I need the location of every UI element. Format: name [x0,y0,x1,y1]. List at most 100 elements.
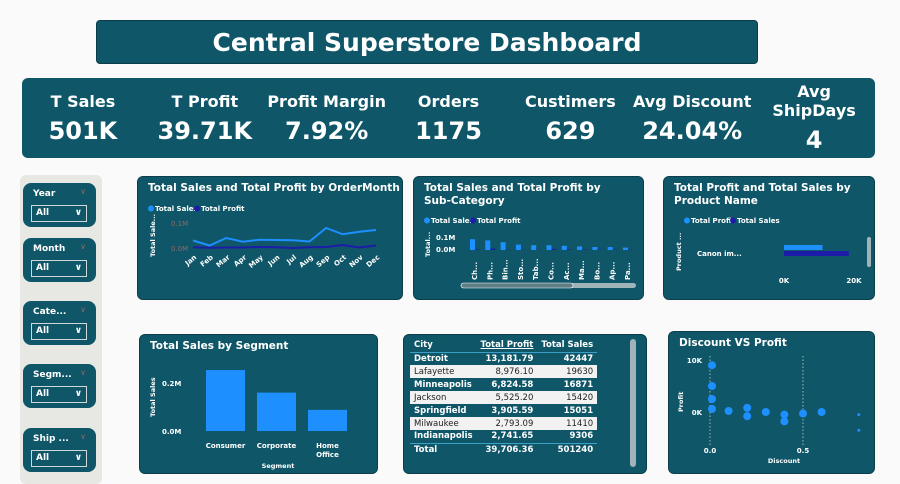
sales-bar [500,242,506,250]
legend-marker [424,217,430,224]
scatter-point [780,417,789,426]
table-scrollbar[interactable] [630,339,636,467]
table-row[interactable]: Lafayette 8,976.10 19630 [410,365,598,378]
slicer-4: Ship ... ∨ All ∨ [23,428,96,472]
column-header[interactable]: Total Profit [480,340,534,351]
kpi-card: Avg ShipDays 4 [753,78,875,158]
sales-bar [784,251,849,256]
table-row[interactable]: Indianapolis 2,741.65 9306 [410,430,597,443]
profit-bar [490,248,496,250]
kpi-card: T Sales 501K [22,78,144,158]
slicer-dropdown[interactable]: All ∨ [31,386,87,403]
table-cell: 3,905.59 [491,405,534,416]
segment-bar [257,392,296,431]
dropdown-value: All [36,208,50,218]
kpi-card: T Profit 39.71K [144,78,266,158]
table-row[interactable]: Milwaukee 2,793.09 11410 [410,417,598,430]
chevron-down-icon[interactable]: ∨ [80,187,86,196]
column-header[interactable]: City [414,340,433,351]
city-table: City Total Profit Total Sales Detroit 13,181… [403,334,647,474]
scatter-point [857,428,861,432]
kpi-value: 39.71K [157,116,253,145]
slicer-panel: Year ∨ All ∨ Month ∨ All ∨ Cate... ∨ All ∨ Segm... ∨ A… [20,175,102,484]
chevron-down-icon[interactable]: ∨ [80,368,86,377]
kpi-value: 4 [805,126,823,154]
total-cell: Total [414,444,438,455]
scatter-point [708,404,716,413]
kpi-value: 629 [545,116,596,145]
table-cell: 5,525.20 [495,392,534,403]
x-tick-label: May [247,253,265,270]
x-tick-label: Dec [365,253,381,269]
profit-bar [551,248,557,250]
x-tick-label: Apr [232,253,248,268]
table-row[interactable]: Minneapolis 6,824.58 16871 [410,378,597,391]
chevron-down-icon: ∨ [74,208,82,218]
chevron-down-icon[interactable]: ∨ [80,242,86,251]
slicer-dropdown[interactable]: All ∨ [31,260,87,277]
sales-profit-by-subcategory-chart: Total Sales and Total Profit by Sub-Cate… [413,176,644,300]
table-cell: Indianapolis [414,431,473,442]
table-cell: 15051 [563,405,594,416]
slicer-label: Ship ... [33,434,69,444]
chart-title: Total Sales by Segment [150,340,289,352]
chevron-down-icon: ∨ [74,326,82,336]
column-header[interactable]: Total Sales [541,340,594,351]
dropdown-value: All [36,326,50,336]
legend-label: Total Profit [691,217,735,225]
x-tick-label: 20K [846,277,862,285]
x-tick-label: Ph... [486,262,494,280]
kpi-card: Profit Margin 7.92% [266,78,388,158]
chevron-down-icon: ∨ [74,389,82,399]
x-axis-label: Segment [262,462,295,470]
scatter-point [799,409,807,418]
slicer-dropdown[interactable]: All ∨ [31,323,87,340]
bar-chart-svg: 0.0M 0.2M Total Sales Consumer Corporate Home… [149,370,347,470]
chevron-down-icon[interactable]: ∨ [80,432,86,441]
legend-marker [470,217,476,224]
table-row[interactable]: Detroit 13,181.79 42447 [410,352,597,365]
scrollbar-thumb[interactable] [460,282,574,289]
sales-bar [561,245,567,250]
table-cell: 15420 [566,392,594,403]
line-chart-svg: Total Sales Total Profit 0.0M 0.1M Total Sal… [148,205,381,270]
total-cell: 39,706.36 [485,444,534,455]
kpi-value: 1175 [415,116,482,145]
legend-marker [730,217,736,224]
sales-bar [577,246,583,250]
table-cell: 13,181.79 [485,353,534,364]
dropdown-value: All [36,389,50,399]
bar-chart-svg: Total Sales Total Profit 0.0M 0.1M Total... C… [424,217,636,289]
x-tick-label: Home Office [316,442,339,459]
x-tick-label: Bo... [593,262,601,280]
table-row[interactable]: Springfield 3,905.59 15051 [410,404,597,417]
slicer-1: Month ∨ All ∨ [23,238,96,282]
x-tick-label: Jun [266,253,282,268]
kpi-value: 24.04% [642,116,743,145]
sales-bar [470,239,475,250]
slicer-dropdown[interactable]: All ∨ [31,450,87,467]
y-tick-label: 0.2M [162,380,181,388]
x-tick-label: Sto... [517,259,525,280]
profit-bar [566,249,572,250]
slicer-dropdown[interactable]: All ∨ [31,205,87,222]
slicer-3: Segm... ∨ All ∨ [23,364,96,408]
chevron-down-icon[interactable]: ∨ [80,305,86,314]
vertical-scrollbar[interactable] [867,237,871,267]
table-cell: Minneapolis [414,379,472,390]
x-tick-label: Jan [183,253,198,268]
y-axis-label: Product ... [675,233,683,271]
x-tick-label: Ch... [471,262,479,280]
sales-bar [623,247,628,250]
segment-bar [308,409,347,431]
series-line-0 [192,226,377,247]
total-cell: 501240 [557,444,594,455]
city-profit-sales-table: City Total Profit Total Sales Detroit 13,181… [410,339,598,456]
x-tick-label: Jul [285,253,299,266]
kpi-label: Avg Discount [632,91,752,111]
series-line-1 [192,243,377,250]
x-tick-label: Sep [315,253,331,269]
scatter-point [761,408,770,416]
table-row[interactable]: Jackson 5,525.20 15420 [410,391,598,404]
sales-profit-by-month-chart: Total Sales and Total Profit by OrderMon… [137,176,403,300]
